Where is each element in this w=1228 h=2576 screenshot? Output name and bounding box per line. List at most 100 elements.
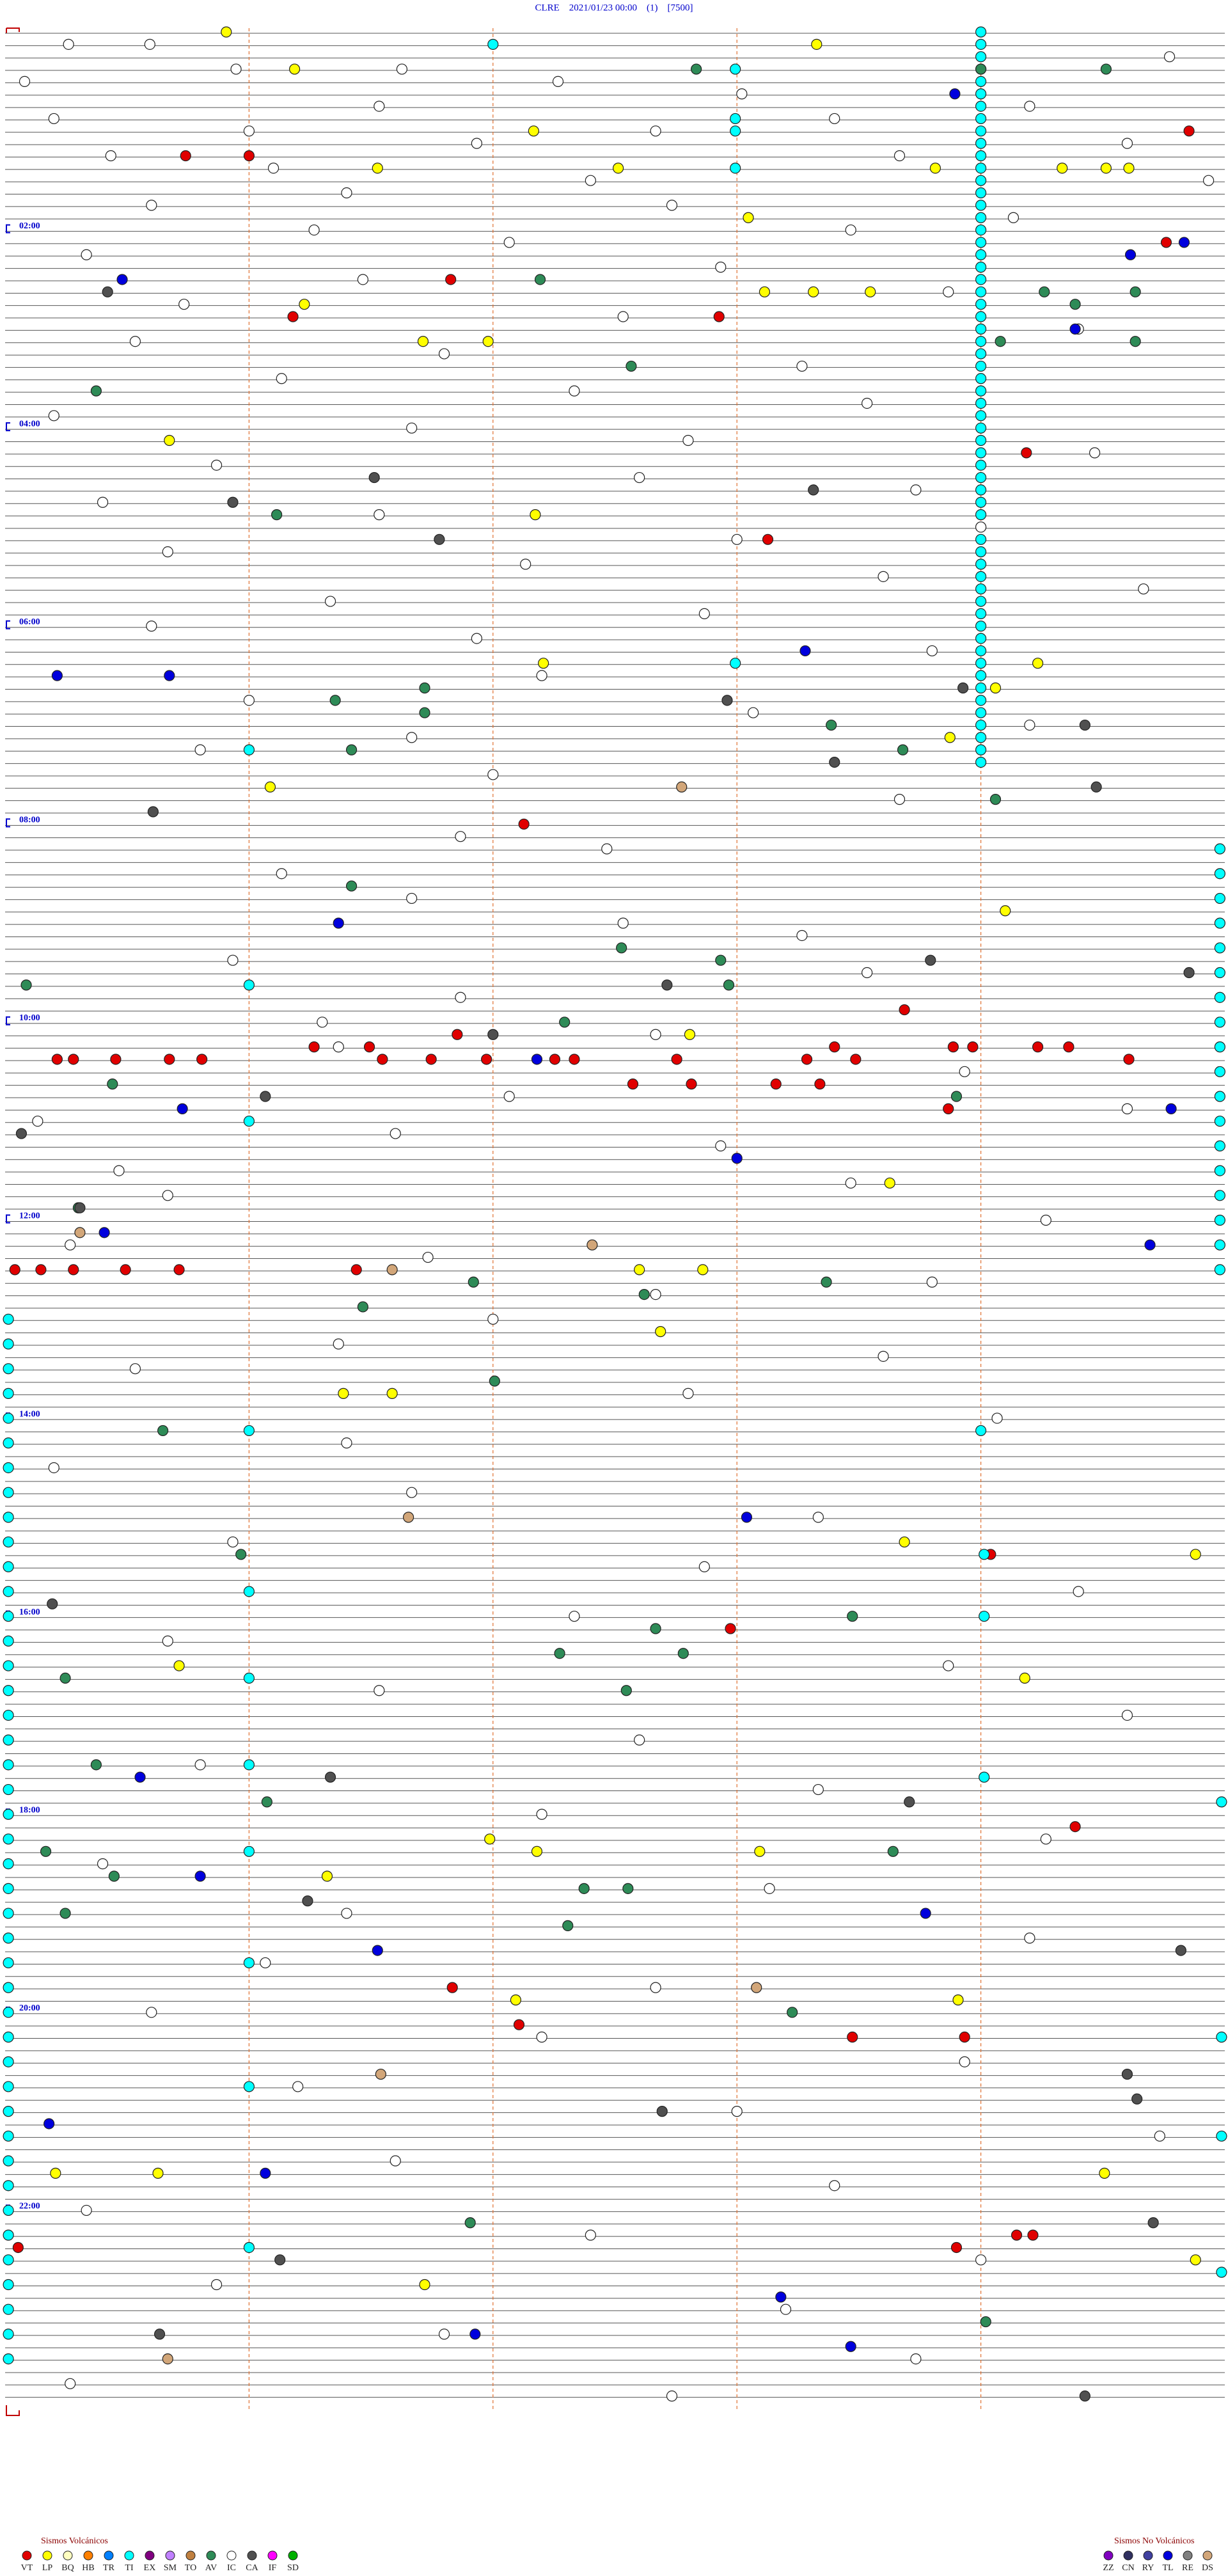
- event-marker: [1024, 100, 1035, 112]
- event-marker: [950, 1091, 963, 1102]
- legend-label: IC: [227, 2563, 236, 2573]
- event-marker: [357, 1301, 368, 1313]
- event-marker: [116, 274, 128, 285]
- event-marker: [227, 954, 239, 966]
- event-marker: [324, 596, 336, 607]
- event-marker: [1069, 299, 1081, 310]
- event-marker: [3, 2155, 14, 2167]
- event-marker: [321, 1870, 333, 1882]
- event-marker: [48, 113, 59, 125]
- event-marker: [775, 2291, 787, 2303]
- event-marker: [3, 2056, 14, 2067]
- event-marker: [107, 1079, 118, 1090]
- event-marker: [1214, 992, 1225, 1003]
- event-marker: [585, 175, 596, 186]
- event-marker: [814, 1079, 826, 1090]
- event-marker: [3, 1833, 14, 1845]
- event-marker: [1183, 125, 1195, 137]
- event-marker: [884, 1177, 895, 1189]
- event-marker: [1123, 162, 1135, 174]
- event-marker: [770, 1079, 782, 1090]
- event-marker: [975, 187, 987, 199]
- legend-label: DS: [1202, 2563, 1213, 2573]
- legend-label: BQ: [61, 2563, 74, 2573]
- event-marker: [975, 286, 987, 297]
- start-bracket: [6, 28, 20, 33]
- event-marker: [975, 719, 987, 731]
- event-marker: [40, 1845, 52, 1857]
- event-marker: [243, 125, 255, 137]
- event-marker: [317, 1016, 328, 1028]
- event-marker: [920, 1908, 931, 1919]
- event-marker: [975, 707, 987, 718]
- event-marker: [691, 63, 702, 75]
- event-marker: [3, 1759, 14, 1771]
- end-bracket: [6, 2405, 20, 2416]
- event-marker: [19, 75, 31, 87]
- event-marker: [194, 1759, 206, 1771]
- legend-swatch: [247, 2550, 257, 2561]
- event-marker: [980, 2316, 991, 2328]
- legend-label: RE: [1182, 2563, 1193, 2573]
- legend-label: TR: [103, 2563, 115, 2573]
- event-marker: [682, 1387, 694, 1399]
- event-marker: [569, 1611, 580, 1622]
- event-marker: [406, 892, 418, 905]
- event-marker: [975, 397, 987, 409]
- event-marker: [975, 360, 987, 372]
- event-marker: [59, 1908, 71, 1919]
- event-marker: [308, 1041, 320, 1053]
- event-marker: [975, 311, 987, 322]
- event-marker: [975, 348, 987, 360]
- event-marker: [1019, 1672, 1030, 1684]
- event-marker: [1147, 2217, 1159, 2229]
- event-marker: [210, 459, 223, 471]
- legend-swatch: [1202, 2550, 1213, 2561]
- event-marker: [959, 1066, 970, 1077]
- event-marker: [975, 2254, 987, 2266]
- event-marker: [730, 63, 741, 75]
- event-marker: [1216, 1796, 1227, 1808]
- event-marker: [1214, 1190, 1225, 1201]
- event-marker: [425, 1054, 437, 1065]
- event-marker: [975, 596, 987, 607]
- event-marker: [396, 63, 408, 75]
- event-marker: [893, 150, 906, 162]
- event-marker: [487, 38, 499, 50]
- event-marker: [601, 843, 613, 855]
- event-marker: [812, 1783, 824, 1796]
- event-marker: [975, 682, 987, 694]
- event-marker: [1138, 583, 1149, 595]
- event-marker: [1090, 781, 1102, 793]
- event-marker: [1165, 1103, 1177, 1114]
- event-marker: [975, 125, 987, 137]
- event-marker: [975, 670, 987, 681]
- event-marker: [68, 1054, 79, 1065]
- event-marker: [464, 2217, 476, 2229]
- event-marker: [975, 274, 987, 285]
- event-marker: [741, 1512, 753, 1523]
- legend-label: IF: [269, 2563, 277, 2573]
- event-marker: [1024, 719, 1035, 731]
- event-marker: [975, 373, 987, 384]
- event-marker: [975, 212, 987, 223]
- event-marker: [847, 2031, 858, 2043]
- event-marker: [698, 1561, 710, 1572]
- event-marker: [821, 1276, 832, 1288]
- event-marker: [979, 1611, 990, 1622]
- event-marker: [801, 1054, 813, 1065]
- legend-swatch: [165, 2550, 175, 2561]
- event-marker: [1214, 1214, 1225, 1226]
- event-marker: [3, 1957, 14, 1969]
- event-marker: [1007, 212, 1019, 223]
- event-marker: [452, 1029, 463, 1040]
- legend-swatch: [1143, 2550, 1153, 2561]
- event-marker: [731, 1153, 743, 1164]
- event-marker: [489, 1375, 500, 1387]
- event-marker: [1214, 917, 1225, 929]
- event-marker: [48, 410, 59, 422]
- event-marker: [146, 620, 157, 632]
- event-marker: [487, 1313, 499, 1325]
- event-marker: [715, 954, 727, 966]
- event-marker: [554, 1648, 565, 1659]
